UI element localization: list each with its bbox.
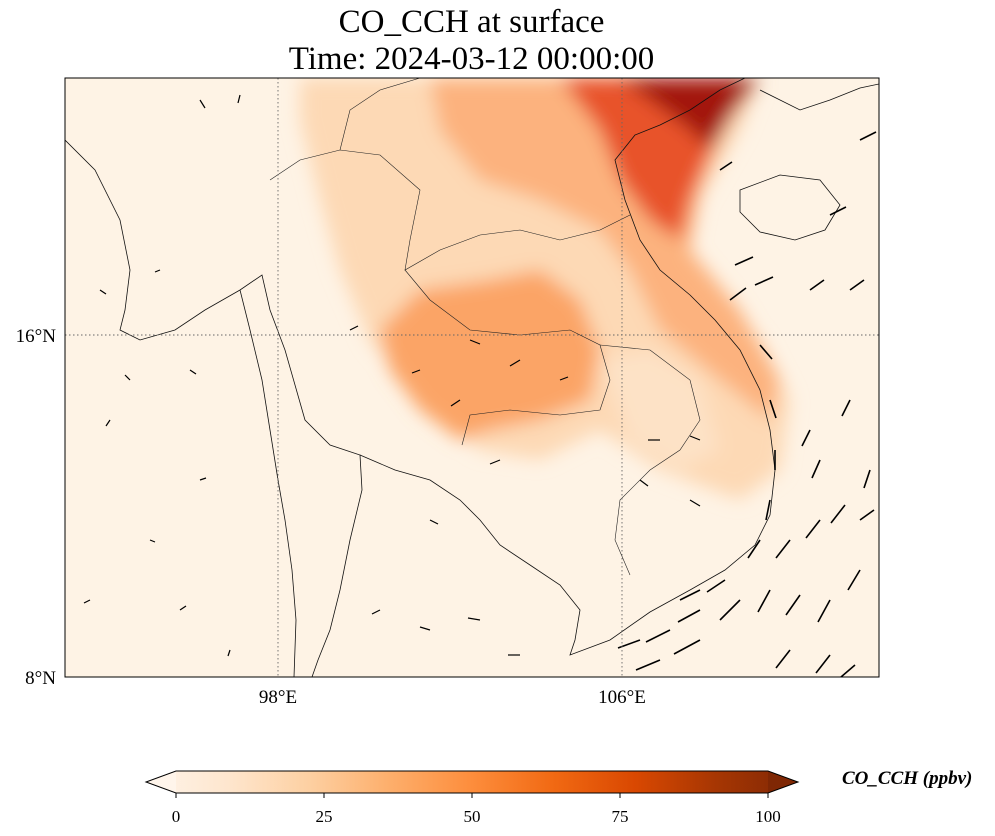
colorbar-tick-75: 75 — [612, 807, 629, 826]
lon-tick-label-106e: 106°E — [598, 687, 646, 708]
lon-tick-label-98e: 98°E — [259, 687, 297, 708]
colorbar-tick-100: 100 — [755, 807, 781, 826]
map-title-line1: CO_CCH at surface — [338, 4, 605, 40]
coastlines — [65, 78, 879, 677]
lat-tick-label-8n: 8°N — [25, 668, 56, 689]
wind-vectors — [83, 94, 877, 677]
country-borders — [269, 78, 701, 576]
wind-vector-group-a — [83, 94, 701, 657]
map-title-line2: Time: 2024-03-12 00:00:00 — [288, 41, 655, 77]
map-frame — [64, 77, 880, 678]
colorbar-tick-50: 50 — [464, 807, 481, 826]
colorbar: 0 25 50 75 100 — [144, 770, 800, 826]
lat-tick-label-16n: 16°N — [16, 326, 57, 347]
colorbar-tick-0: 0 — [172, 807, 181, 826]
concentration-field — [65, 78, 879, 677]
colorbar-tick-25: 25 — [316, 807, 333, 826]
colorbar-label: CO_CCH (ppbv) — [842, 768, 973, 789]
wind-vector-group-b — [617, 131, 877, 677]
